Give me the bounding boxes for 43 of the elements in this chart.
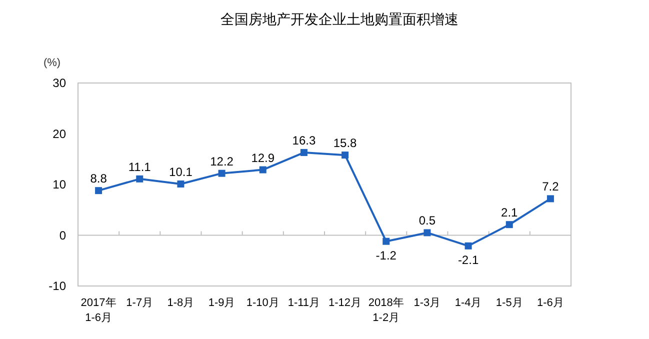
data-label: 2.1 [501,206,518,220]
point [300,149,308,156]
data-label: 7.2 [542,180,560,194]
point [95,187,102,194]
point [464,242,472,250]
y-tick-label: 0 [59,228,66,242]
data-label: 16.3 [292,134,316,148]
data-label: 0.5 [418,214,436,228]
point [136,175,144,182]
point [424,229,431,236]
x-tick-label: 1-4月 [454,297,482,309]
point [259,166,266,174]
data-label: 12.9 [251,150,275,165]
x-tick-label: 2017年 1-6月 [80,297,116,324]
point [342,152,349,159]
chart-title: 全国房地产开发企业土地购置面积增速 [220,11,458,27]
x-tick-label: 1-12月 [328,297,362,309]
x-tick-label: 1-6月 [537,297,564,309]
point [506,221,513,228]
data-label: 8.8 [90,172,108,186]
data-label: 11.1 [128,160,152,174]
point [177,180,184,188]
point [382,238,390,245]
x-tick-label: 1-3月 [414,297,441,309]
x-tick-label: 1-7月 [126,297,154,309]
point [218,170,226,177]
y-tick-label: 20 [52,126,66,141]
y-tick-label: 10 [52,178,66,192]
data-label: -1.2 [376,248,397,262]
data-label: -2.1 [458,252,479,267]
y-tick-label: -10 [48,279,66,293]
x-tick-label: 1-9月 [208,297,236,309]
x-tick-label: 2018年 1-2月 [368,297,404,324]
x-tick-label: 1-5月 [496,297,523,309]
x-tick-label: 1-11月 [288,297,320,309]
data-label: 15.8 [333,136,358,150]
y-axis-title: (%) [43,57,61,69]
y-tick-label: 30 [52,76,66,90]
x-tick-label: 1-8月 [167,297,194,309]
x-tick-label: 1-10月 [246,297,280,309]
point [546,195,554,202]
data-label: 10.1 [169,164,193,179]
data-label: 12.2 [210,154,234,168]
